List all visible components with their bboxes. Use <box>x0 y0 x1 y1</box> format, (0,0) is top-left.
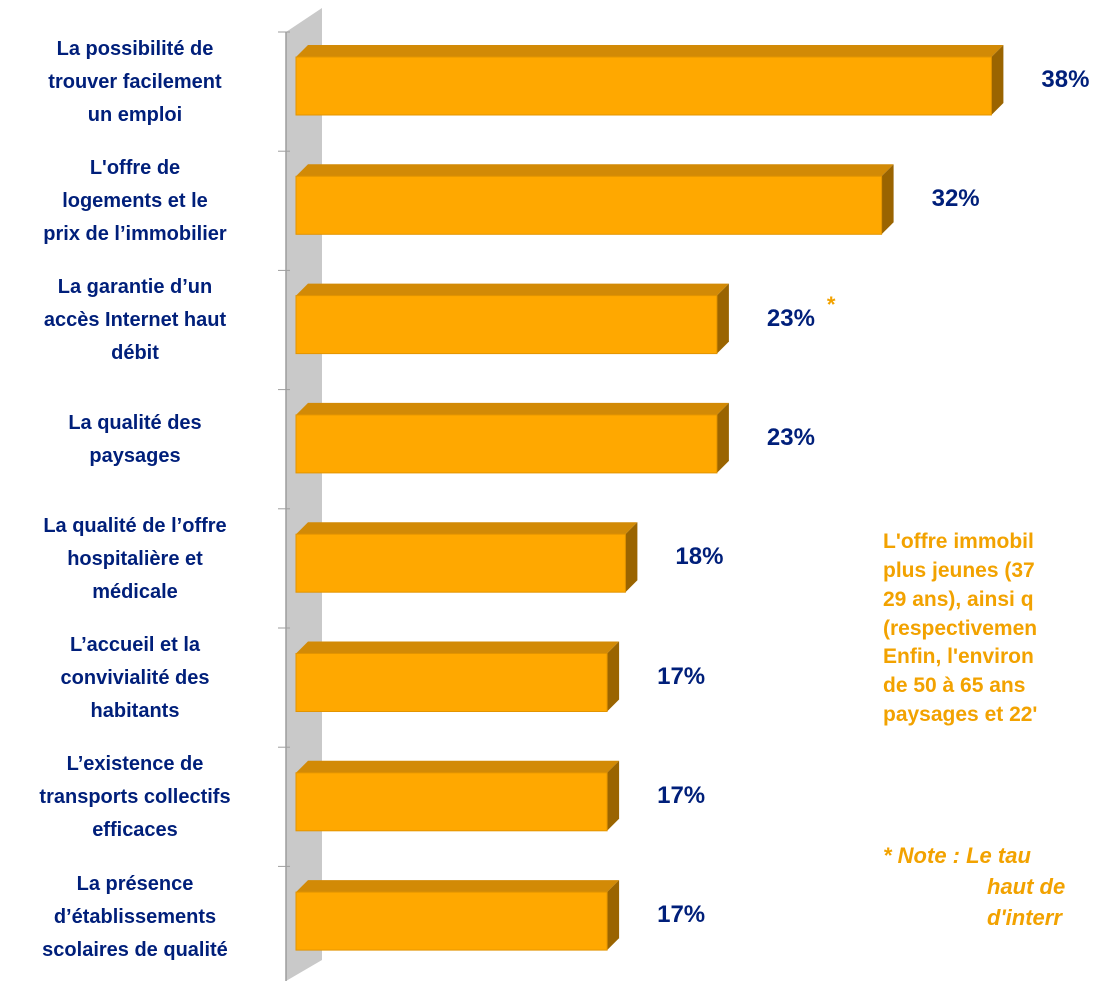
footnote-line: haut de <box>987 874 1066 899</box>
axis-wall-face <box>286 8 322 981</box>
value-label: 38% <box>1041 66 1090 93</box>
value-label: 18% <box>675 543 724 571</box>
category-label: L’accueil et la convivialité des habitan… <box>60 634 210 722</box>
value-label: 23% <box>766 304 815 332</box>
bar <box>295 880 620 951</box>
commentary-line: de 50 à 65 ans <box>883 674 1026 697</box>
category-label: La garantie d’un accès Internet haut déb… <box>43 276 227 365</box>
bar <box>295 45 1004 116</box>
bar-top <box>296 45 1004 57</box>
bar-front <box>295 533 626 593</box>
bar-side <box>716 283 729 354</box>
bar <box>295 283 729 355</box>
bar-side <box>881 164 894 235</box>
category-label: La qualité de l’offre hospitalière et mé… <box>43 514 227 603</box>
bar-top <box>296 760 620 773</box>
bar-side <box>607 641 620 712</box>
commentary-paragraph-1: L'offre immobil plus jeunes (37 29 ans),… <box>883 527 1095 643</box>
bar <box>295 760 620 832</box>
bar-side <box>716 402 729 473</box>
bar-top <box>296 522 638 535</box>
bar-top <box>296 283 729 296</box>
bar-front <box>295 175 883 235</box>
commentary-line: plus jeunes (37 <box>883 559 1035 582</box>
footnote: * Note : Le tau haut de d'interr <box>883 840 1095 933</box>
bar <box>295 402 729 474</box>
commentary-paragraph-2: Enfin, l'environ de 50 à 65 ans paysages… <box>883 642 1095 729</box>
commentary-line: Enfin, l'environ <box>883 645 1034 668</box>
bar-top <box>296 641 620 654</box>
category-label: La présence d’établissements scolaires d… <box>42 872 228 961</box>
category-label: L'offre de logements et le prix de l’imm… <box>43 156 227 245</box>
value-label: 17% <box>657 781 706 809</box>
bar-top <box>296 402 729 415</box>
bar <box>295 641 620 712</box>
bar <box>295 164 894 235</box>
category-label: La qualité des paysages <box>68 411 202 467</box>
bar-side <box>607 880 620 951</box>
value-label: 17% <box>657 901 706 929</box>
category-label: L’existence de transports collectifs eff… <box>39 753 231 842</box>
value-label: 32% <box>931 185 980 213</box>
bar-front <box>295 295 718 355</box>
footnote-line: * Note : Le tau <box>883 843 1031 868</box>
value-label: 17% <box>657 662 706 690</box>
bars <box>295 45 1004 951</box>
commentary-line: 29 ans), ainsi q <box>883 588 1034 611</box>
bar-side <box>625 522 638 593</box>
bar-front <box>295 653 608 712</box>
bar-front <box>295 772 608 832</box>
annotation-asterisk: * <box>826 291 836 317</box>
bar-front <box>295 414 718 474</box>
bar <box>295 522 638 593</box>
bar-top <box>296 880 620 893</box>
axis-wall <box>278 8 322 981</box>
bar-top <box>296 164 894 177</box>
category-label: La possibilité de trouver facilement un … <box>48 37 222 126</box>
value-label: 23% <box>766 423 815 451</box>
bar-side <box>991 45 1004 115</box>
bar-front <box>295 56 992 116</box>
footnote-line: d'interr <box>987 905 1062 930</box>
bar-side <box>607 760 620 831</box>
commentary-line: paysages et 22' <box>883 703 1038 726</box>
bar-front <box>295 891 608 951</box>
commentary-line: (respectivemen <box>883 617 1038 640</box>
commentary-line: L'offre immobil <box>883 530 1034 553</box>
